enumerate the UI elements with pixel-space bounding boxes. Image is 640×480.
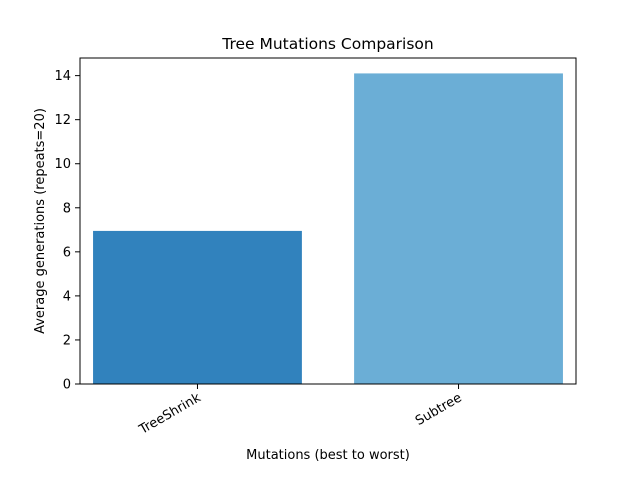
y-tick-label: 0 bbox=[63, 378, 71, 393]
y-tick-label: 2 bbox=[63, 333, 71, 348]
x-axis-label: Mutations (best to worst) bbox=[246, 448, 410, 463]
chart-title: Tree Mutations Comparison bbox=[221, 35, 434, 53]
y-tick-label: 10 bbox=[54, 157, 71, 172]
x-tick-label: TreeShrink bbox=[136, 390, 204, 438]
bar-subtree bbox=[354, 73, 563, 385]
y-tick-label: 8 bbox=[63, 201, 71, 216]
y-tick-label: 12 bbox=[54, 113, 71, 128]
x-axis-ticks: TreeShrink Subtree bbox=[136, 384, 465, 438]
bar-treeshrink bbox=[93, 230, 302, 384]
y-tick-label: 6 bbox=[63, 245, 71, 260]
y-tick-label: 4 bbox=[63, 289, 71, 304]
y-axis-ticks: 0 2 4 6 8 10 12 14 bbox=[54, 69, 80, 393]
x-tick-label: Subtree bbox=[413, 390, 465, 428]
y-tick-label: 14 bbox=[54, 69, 71, 84]
plot-frame bbox=[79, 57, 577, 385]
y-axis-label: Average generations (repeats=20) bbox=[33, 108, 48, 334]
bars-group bbox=[93, 73, 563, 385]
